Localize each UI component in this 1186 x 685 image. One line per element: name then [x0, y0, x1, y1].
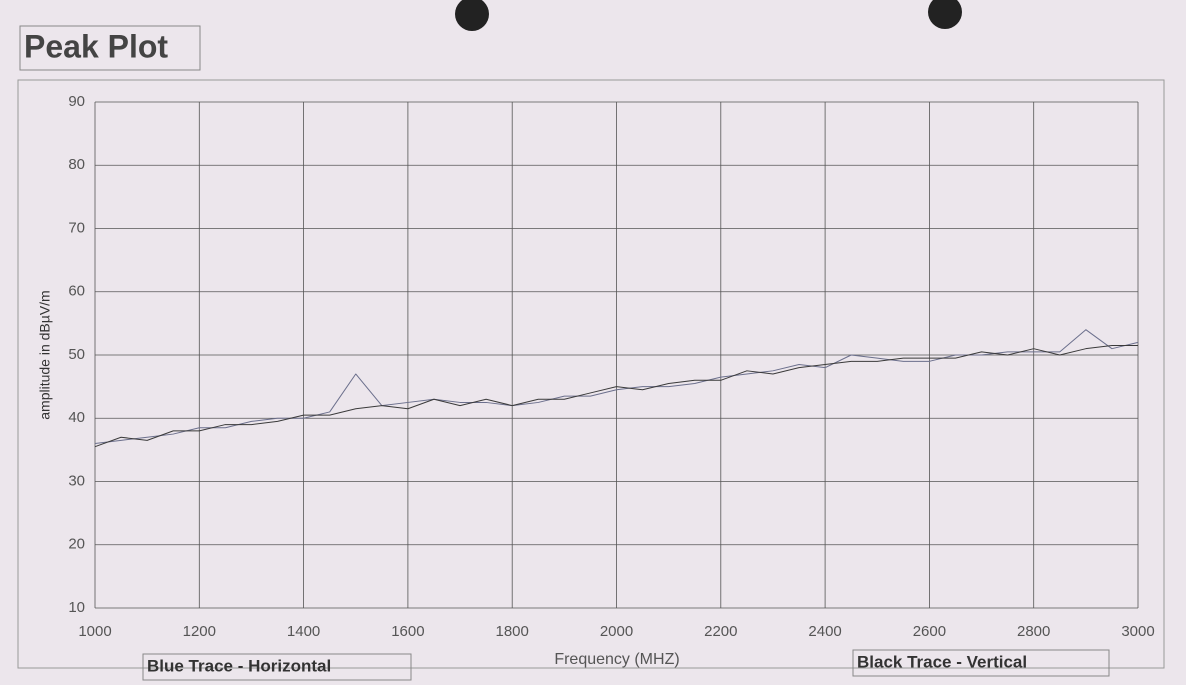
x-tick-label: 3000 [1121, 623, 1154, 640]
x-axis-label: Frequency (MHZ) [554, 651, 679, 668]
x-tick-label: 1400 [287, 623, 320, 640]
legend-label: Black Trace - Vertical [857, 652, 1027, 671]
legend-box [142, 653, 412, 681]
trace-line [94, 329, 1139, 445]
x-tick-label: 2400 [808, 623, 841, 640]
x-tick-label: 2200 [704, 623, 737, 640]
y-tick-label: 70 [68, 219, 85, 236]
y-axis-label: amplitude in dBµV/m [37, 290, 53, 419]
y-tick-label: 90 [68, 93, 85, 110]
x-tick-label: 2000 [600, 623, 633, 640]
title-box [19, 25, 201, 71]
y-tick-label: 30 [68, 472, 85, 489]
chart-frame [17, 79, 1165, 669]
y-tick-label: 50 [68, 346, 85, 363]
y-tick-label: 10 [68, 599, 85, 616]
x-tick-label: 1800 [496, 623, 529, 640]
legend-label: Blue Trace - Horizontal [147, 656, 331, 675]
x-tick-label: 1600 [391, 623, 424, 640]
binder-hole [455, 0, 489, 31]
y-tick-label: 20 [68, 536, 85, 553]
x-tick-label: 1200 [183, 623, 216, 640]
y-tick-label: 80 [68, 156, 85, 173]
x-tick-label: 2800 [1017, 623, 1050, 640]
legend-box [852, 649, 1110, 677]
trace-line [94, 345, 1138, 448]
y-tick-label: 40 [68, 409, 85, 426]
y-tick-label: 60 [68, 283, 85, 300]
x-tick-label: 2600 [913, 623, 946, 640]
chart-title: Peak Plot [24, 28, 168, 64]
binder-hole [928, 0, 962, 29]
x-tick-label: 1000 [78, 623, 111, 640]
